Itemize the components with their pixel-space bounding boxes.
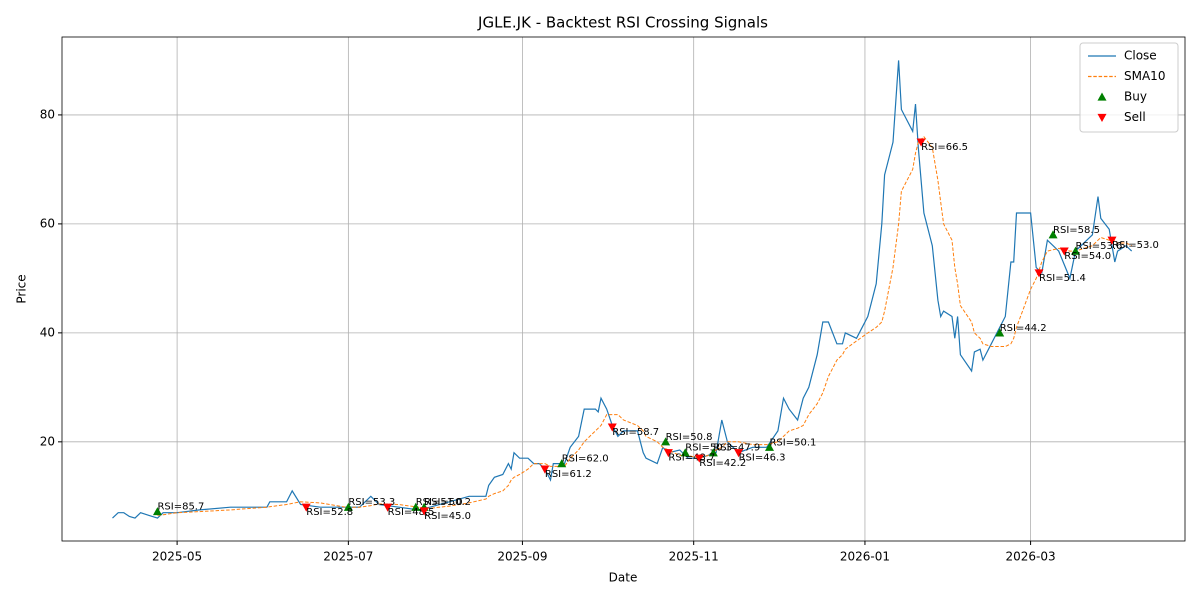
- series-line: [157, 135, 1132, 516]
- signal-marker: [764, 442, 774, 451]
- signal-label: RSI=58.5: [1053, 225, 1100, 236]
- signal-label: RSI=54.0: [1064, 251, 1111, 262]
- x-tick-label: 2026-01: [840, 550, 890, 564]
- signal-marker: [607, 423, 617, 432]
- x-tick-label: 2025-07: [323, 550, 373, 564]
- x-axis-label: Date: [609, 571, 638, 585]
- signal-marker: [1107, 236, 1117, 245]
- signal-marker: [1034, 269, 1044, 278]
- signal-label: RSI=44.2: [1000, 323, 1047, 334]
- series-line: [112, 60, 1133, 519]
- x-tick-label: 2026-03: [1006, 550, 1056, 564]
- plot-frame: [61, 36, 1186, 542]
- signal-label: RSI=48.7: [668, 453, 715, 464]
- signal-label: RSI=61.2: [545, 469, 592, 480]
- legend-label: SMA10: [1124, 69, 1165, 83]
- legend-label: Close: [1124, 49, 1157, 63]
- signal-marker: [661, 437, 671, 446]
- signal-label: RSI=50.2: [424, 497, 471, 508]
- signal-label: RSI=47.9: [713, 443, 760, 454]
- signal-marker: [916, 138, 926, 147]
- signal-marker: [411, 502, 421, 511]
- legend-box: [1079, 42, 1179, 133]
- legend-swatch: [1097, 113, 1107, 122]
- signal-marker: [540, 465, 550, 474]
- signal-label: RSI=58.7: [612, 427, 659, 438]
- signal-marker: [383, 503, 393, 512]
- signal-marker: [419, 507, 429, 516]
- signal-label: RSI=66.5: [921, 142, 968, 153]
- signal-label: RSI=42.2: [699, 458, 746, 469]
- signal-marker: [995, 328, 1005, 337]
- legend-label: Buy: [1124, 90, 1147, 104]
- y-axis-label: Price: [15, 274, 29, 303]
- signal-marker: [152, 507, 162, 516]
- signal-marker: [301, 503, 311, 512]
- signal-label: RSI=53.0: [1112, 240, 1159, 251]
- y-tick-label: 20: [40, 434, 55, 448]
- signal-label: RSI=50.3: [685, 443, 732, 454]
- signal-label: RSI=48.5: [388, 507, 435, 518]
- signal-marker: [694, 454, 704, 463]
- signal-label: RSI=51.4: [1039, 273, 1086, 284]
- x-tick-label: 2025-05: [152, 550, 202, 564]
- signal-marker: [734, 449, 744, 458]
- y-tick-label: 80: [40, 107, 55, 121]
- y-tick-label: 60: [40, 216, 55, 230]
- signal-marker: [1059, 247, 1069, 256]
- signal-marker: [680, 448, 690, 457]
- signal-label: RSI=45.0: [424, 511, 471, 522]
- signal-label: RSI=85.7: [157, 502, 204, 513]
- x-tick-label: 2025-09: [497, 550, 547, 564]
- signal-label: RSI=53.3: [348, 497, 395, 508]
- x-tick-label: 2025-11: [669, 550, 719, 564]
- signal-marker: [1071, 246, 1081, 255]
- signal-label: RSI=51.0: [416, 497, 463, 508]
- signal-label: RSI=46.3: [739, 453, 786, 464]
- signal-label: RSI=53.6: [1076, 241, 1123, 252]
- signal-label: RSI=62.0: [562, 454, 609, 465]
- signal-marker: [663, 449, 673, 458]
- signal-marker: [343, 502, 353, 511]
- signal-label: RSI=50.1: [769, 437, 816, 448]
- chart-title: JGLE.JK - Backtest RSI Crossing Signals: [477, 14, 768, 32]
- signal-marker: [557, 459, 567, 468]
- signal-label: RSI=50.8: [666, 432, 713, 443]
- legend-swatch: [1097, 92, 1107, 101]
- signal-marker: [1048, 230, 1058, 239]
- signal-label: RSI=52.8: [306, 507, 353, 518]
- legend-label: Sell: [1124, 110, 1146, 124]
- y-tick-label: 40: [40, 325, 55, 339]
- signal-marker: [708, 448, 718, 457]
